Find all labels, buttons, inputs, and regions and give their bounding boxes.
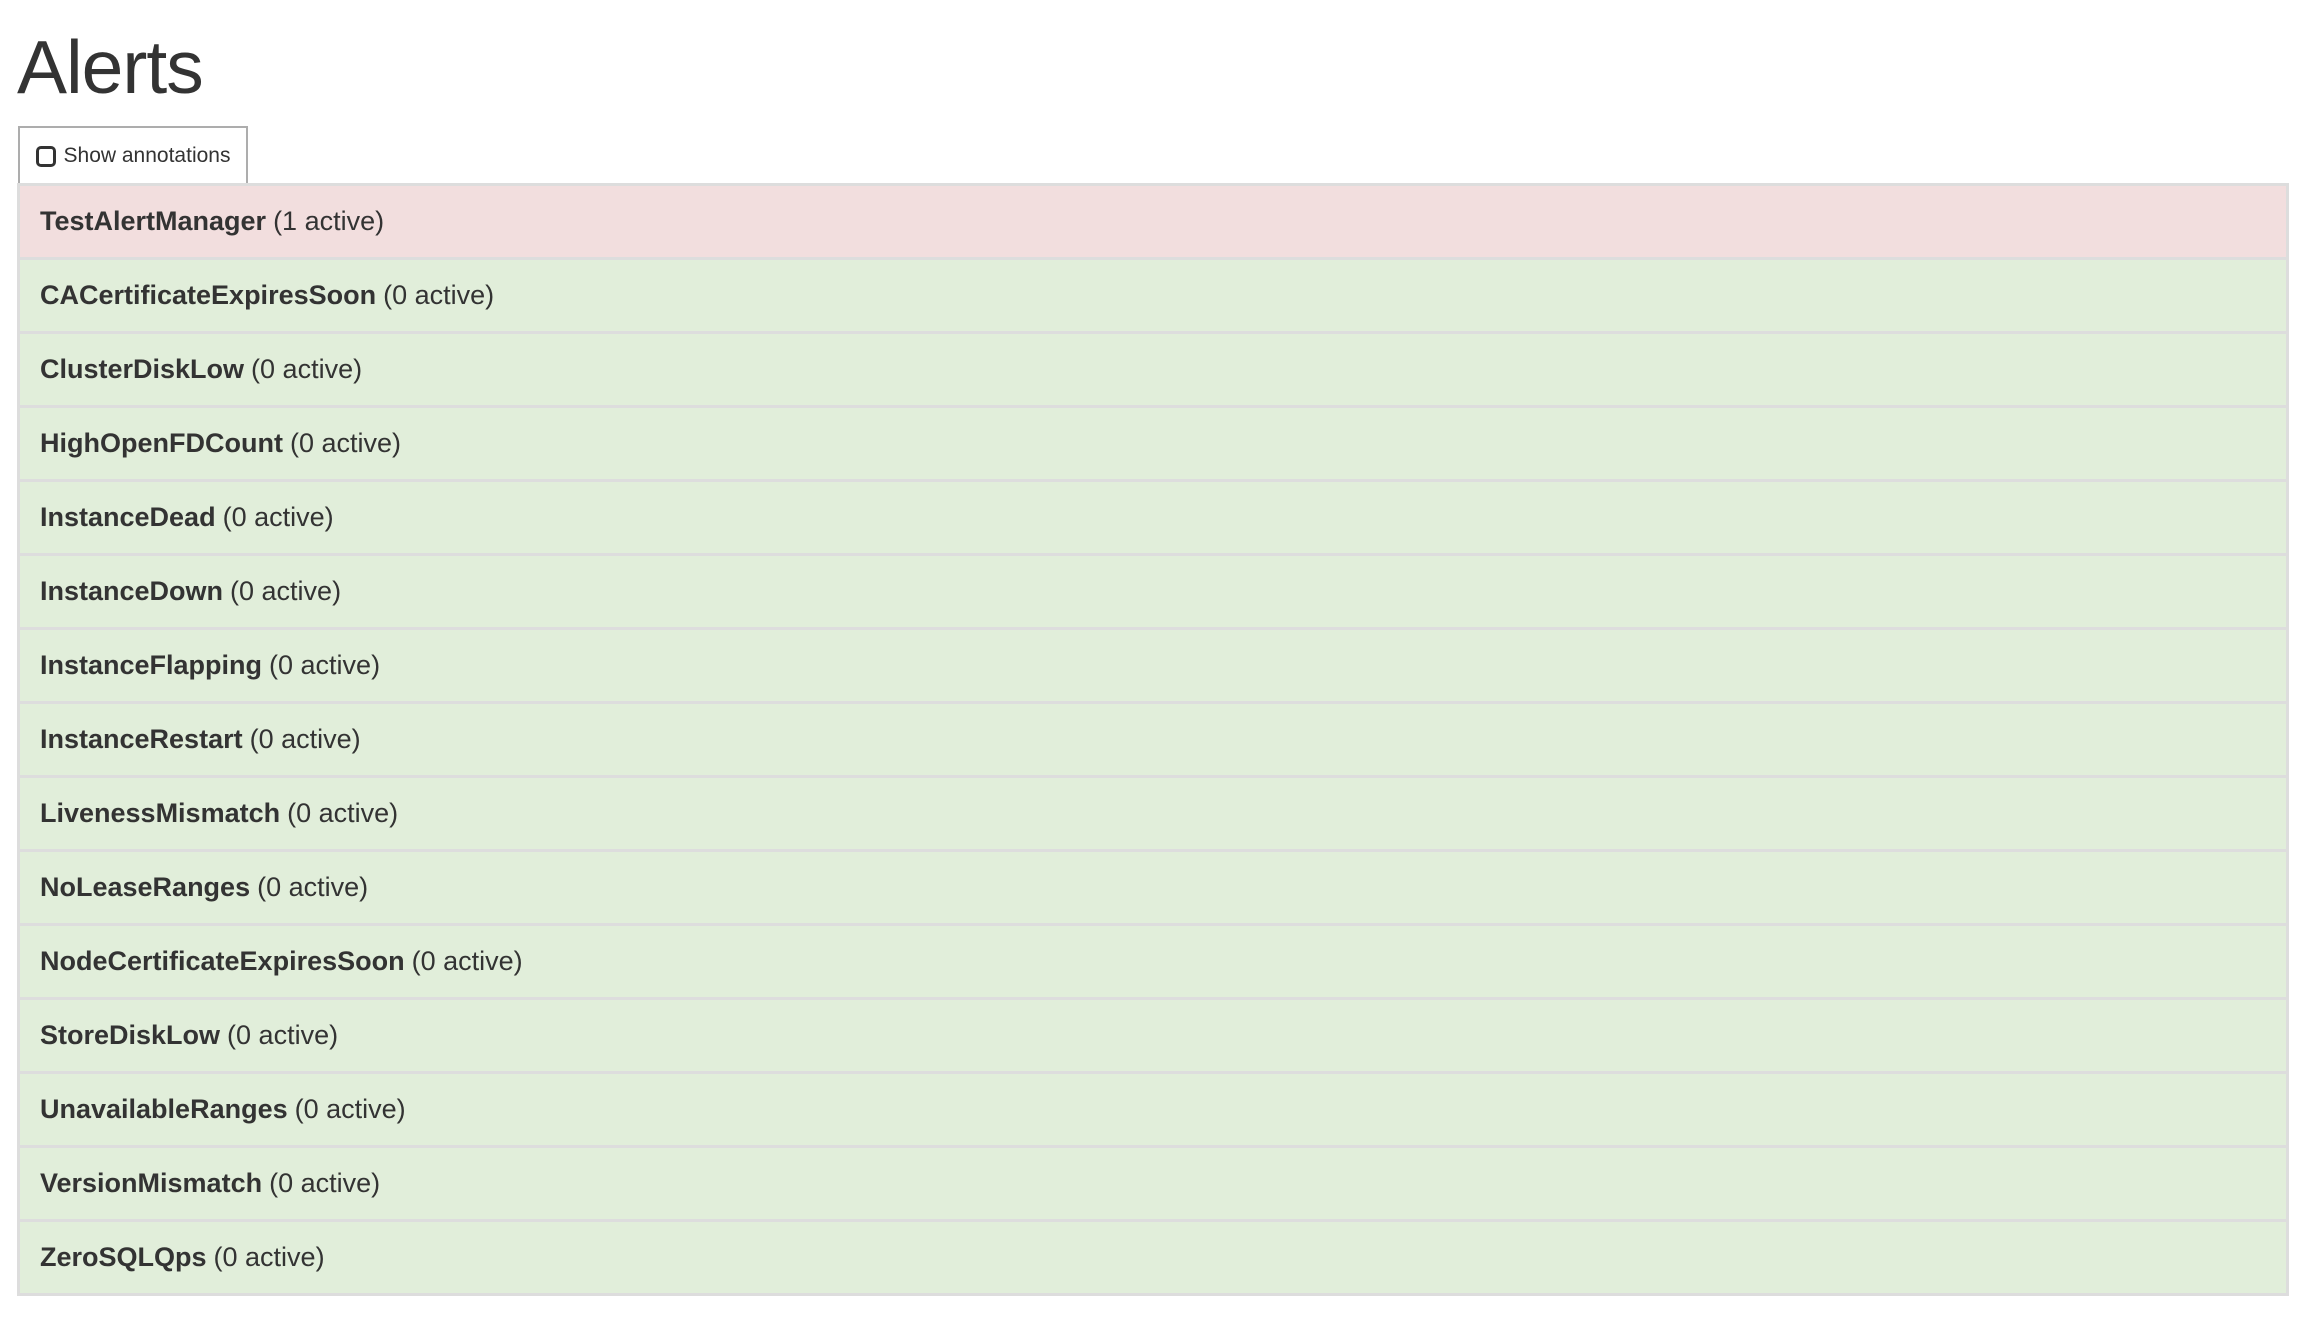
alert-row[interactable]: ZeroSQLQps (0 active) (20, 1222, 2286, 1296)
alert-name: LivenessMismatch (40, 798, 281, 828)
alert-row[interactable]: InstanceDead (0 active) (20, 482, 2286, 556)
alert-active-count: (0 active) (230, 576, 342, 606)
alert-row[interactable]: LivenessMismatch (0 active) (20, 778, 2286, 852)
alert-row[interactable]: NodeCertificateExpiresSoon (0 active) (20, 926, 2286, 1000)
alert-row[interactable]: HighOpenFDCount (0 active) (20, 408, 2286, 482)
alert-active-count: (0 active) (383, 280, 495, 310)
alert-row[interactable]: UnavailableRanges (0 active) (20, 1074, 2286, 1148)
alert-row[interactable]: InstanceDown (0 active) (20, 556, 2286, 630)
alert-row[interactable]: NoLeaseRanges (0 active) (20, 852, 2286, 926)
show-annotations-toggle[interactable]: Show annotations (18, 126, 248, 186)
alert-name: InstanceRestart (40, 724, 243, 754)
alert-row[interactable]: CACertificateExpiresSoon (0 active) (20, 260, 2286, 334)
alert-row[interactable]: VersionMismatch (0 active) (20, 1148, 2286, 1222)
alert-active-count: (0 active) (227, 1020, 339, 1050)
alert-row[interactable]: StoreDiskLow (0 active) (20, 1000, 2286, 1074)
alert-name: VersionMismatch (40, 1168, 263, 1198)
alert-active-count: (0 active) (213, 1242, 325, 1272)
alert-name: UnavailableRanges (40, 1094, 288, 1124)
alert-row[interactable]: InstanceFlapping (0 active) (20, 630, 2286, 704)
alert-row[interactable]: TestAlertManager (1 active) (20, 186, 2286, 260)
checkbox-icon[interactable] (35, 145, 56, 167)
alert-name: NodeCertificateExpiresSoon (40, 946, 405, 976)
alert-name: StoreDiskLow (40, 1020, 221, 1050)
show-annotations-label: Show annotations (63, 144, 231, 167)
alert-active-count: (0 active) (411, 946, 523, 976)
alert-active-count: (0 active) (269, 650, 381, 680)
alerts-list: TestAlertManager (1 active) CACertificateE… (17, 183, 2289, 1296)
alert-row[interactable]: ClusterDiskLow (0 active) (20, 334, 2286, 408)
alert-row[interactable]: InstanceRestart (0 active) (20, 704, 2286, 778)
alert-name: TestAlertManager (40, 206, 267, 236)
alert-name: InstanceFlapping (40, 650, 263, 680)
alert-name: HighOpenFDCount (40, 428, 283, 458)
alert-active-count: (0 active) (251, 354, 363, 384)
alert-active-count: (0 active) (222, 502, 334, 532)
alert-active-count: (0 active) (269, 1168, 381, 1198)
alert-active-count: (1 active) (273, 206, 385, 236)
alert-active-count: (0 active) (287, 798, 399, 828)
alert-active-count: (0 active) (257, 872, 369, 902)
alert-name: ClusterDiskLow (40, 354, 245, 384)
alert-name: ZeroSQLQps (40, 1242, 207, 1272)
page-title: Alerts (17, 25, 204, 109)
alert-active-count: (0 active) (249, 724, 361, 754)
alert-active-count: (0 active) (289, 428, 401, 458)
alert-name: InstanceDead (40, 502, 216, 532)
alert-name: NoLeaseRanges (40, 872, 251, 902)
alert-active-count: (0 active) (294, 1094, 406, 1124)
alert-name: InstanceDown (40, 576, 224, 606)
alert-name: CACertificateExpiresSoon (40, 280, 377, 310)
